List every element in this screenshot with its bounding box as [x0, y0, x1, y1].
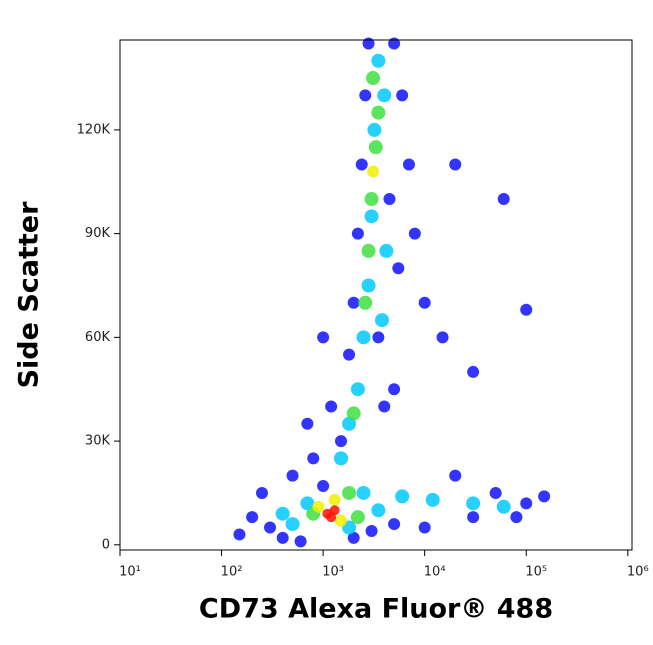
point: [246, 511, 259, 524]
point: [371, 503, 386, 518]
x-tick-label: 10³: [322, 565, 344, 580]
point: [347, 296, 360, 309]
point: [264, 521, 277, 534]
point: [359, 89, 372, 102]
point: [325, 400, 338, 413]
x-tick-label: 10²: [221, 565, 243, 580]
point: [361, 278, 376, 293]
point: [425, 492, 440, 507]
point: [365, 524, 378, 537]
point: [301, 417, 314, 430]
point: [467, 511, 480, 524]
point: [383, 193, 396, 206]
point: [350, 382, 365, 397]
points: [233, 37, 551, 548]
x-tick-label: 10⁴: [424, 565, 446, 580]
y-axis-title: Side Scatter: [14, 201, 45, 389]
point: [326, 512, 337, 523]
point: [312, 500, 325, 513]
point: [379, 243, 394, 258]
y-tick-label: 30K: [85, 434, 111, 449]
y-tick-label: 60K: [85, 330, 111, 345]
point: [294, 535, 307, 548]
point: [334, 451, 349, 466]
point: [402, 158, 415, 171]
point: [377, 88, 392, 103]
point: [388, 37, 401, 50]
point: [335, 435, 348, 448]
point: [335, 514, 348, 527]
point: [275, 506, 290, 521]
point: [300, 496, 315, 511]
point: [520, 303, 533, 316]
point: [408, 227, 421, 240]
point: [233, 528, 246, 541]
point: [347, 531, 360, 544]
point: [375, 313, 390, 328]
point: [317, 480, 330, 493]
point: [371, 53, 386, 68]
point: [364, 209, 379, 224]
point: [346, 406, 361, 421]
point: [356, 485, 371, 500]
point: [372, 331, 385, 344]
y-tick-label: 90K: [85, 226, 111, 241]
point: [436, 331, 449, 344]
point: [343, 348, 356, 361]
point: [520, 497, 533, 510]
point: [351, 227, 364, 240]
point: [378, 400, 391, 413]
point: [276, 531, 289, 544]
point: [466, 496, 481, 511]
point: [286, 469, 299, 482]
point: [467, 365, 480, 378]
point: [328, 493, 341, 506]
point: [342, 485, 357, 500]
y-tick-label: 120K: [77, 122, 111, 137]
point: [356, 330, 371, 345]
point: [449, 158, 462, 171]
point: [358, 295, 373, 310]
point: [395, 489, 410, 504]
point: [361, 243, 376, 258]
point: [350, 510, 365, 525]
point: [396, 89, 409, 102]
point: [388, 518, 401, 531]
x-axis-title: CD73 Alexa Fluor® 488: [199, 594, 553, 625]
point: [317, 331, 330, 344]
point: [367, 122, 382, 137]
point: [449, 469, 462, 482]
point: [362, 37, 375, 50]
point: [497, 193, 510, 206]
point: [538, 490, 551, 503]
x-tick-label: 10⁵: [525, 565, 547, 580]
point: [364, 192, 379, 207]
point: [489, 486, 502, 499]
point: [510, 511, 523, 524]
point: [496, 499, 511, 514]
point: [368, 140, 383, 155]
point: [367, 165, 380, 178]
x-tick-label: 10⁶: [627, 565, 649, 580]
x-tick-label: 10¹: [119, 565, 141, 580]
point: [285, 517, 300, 532]
point: [255, 486, 268, 499]
point: [355, 158, 368, 171]
y-tick-label: 0: [102, 537, 110, 552]
plot-frame: [119, 39, 633, 551]
point: [418, 296, 431, 309]
point: [307, 452, 320, 465]
point: [366, 71, 381, 86]
point: [392, 262, 405, 275]
point: [371, 105, 386, 120]
point: [418, 521, 431, 534]
point: [388, 383, 401, 396]
